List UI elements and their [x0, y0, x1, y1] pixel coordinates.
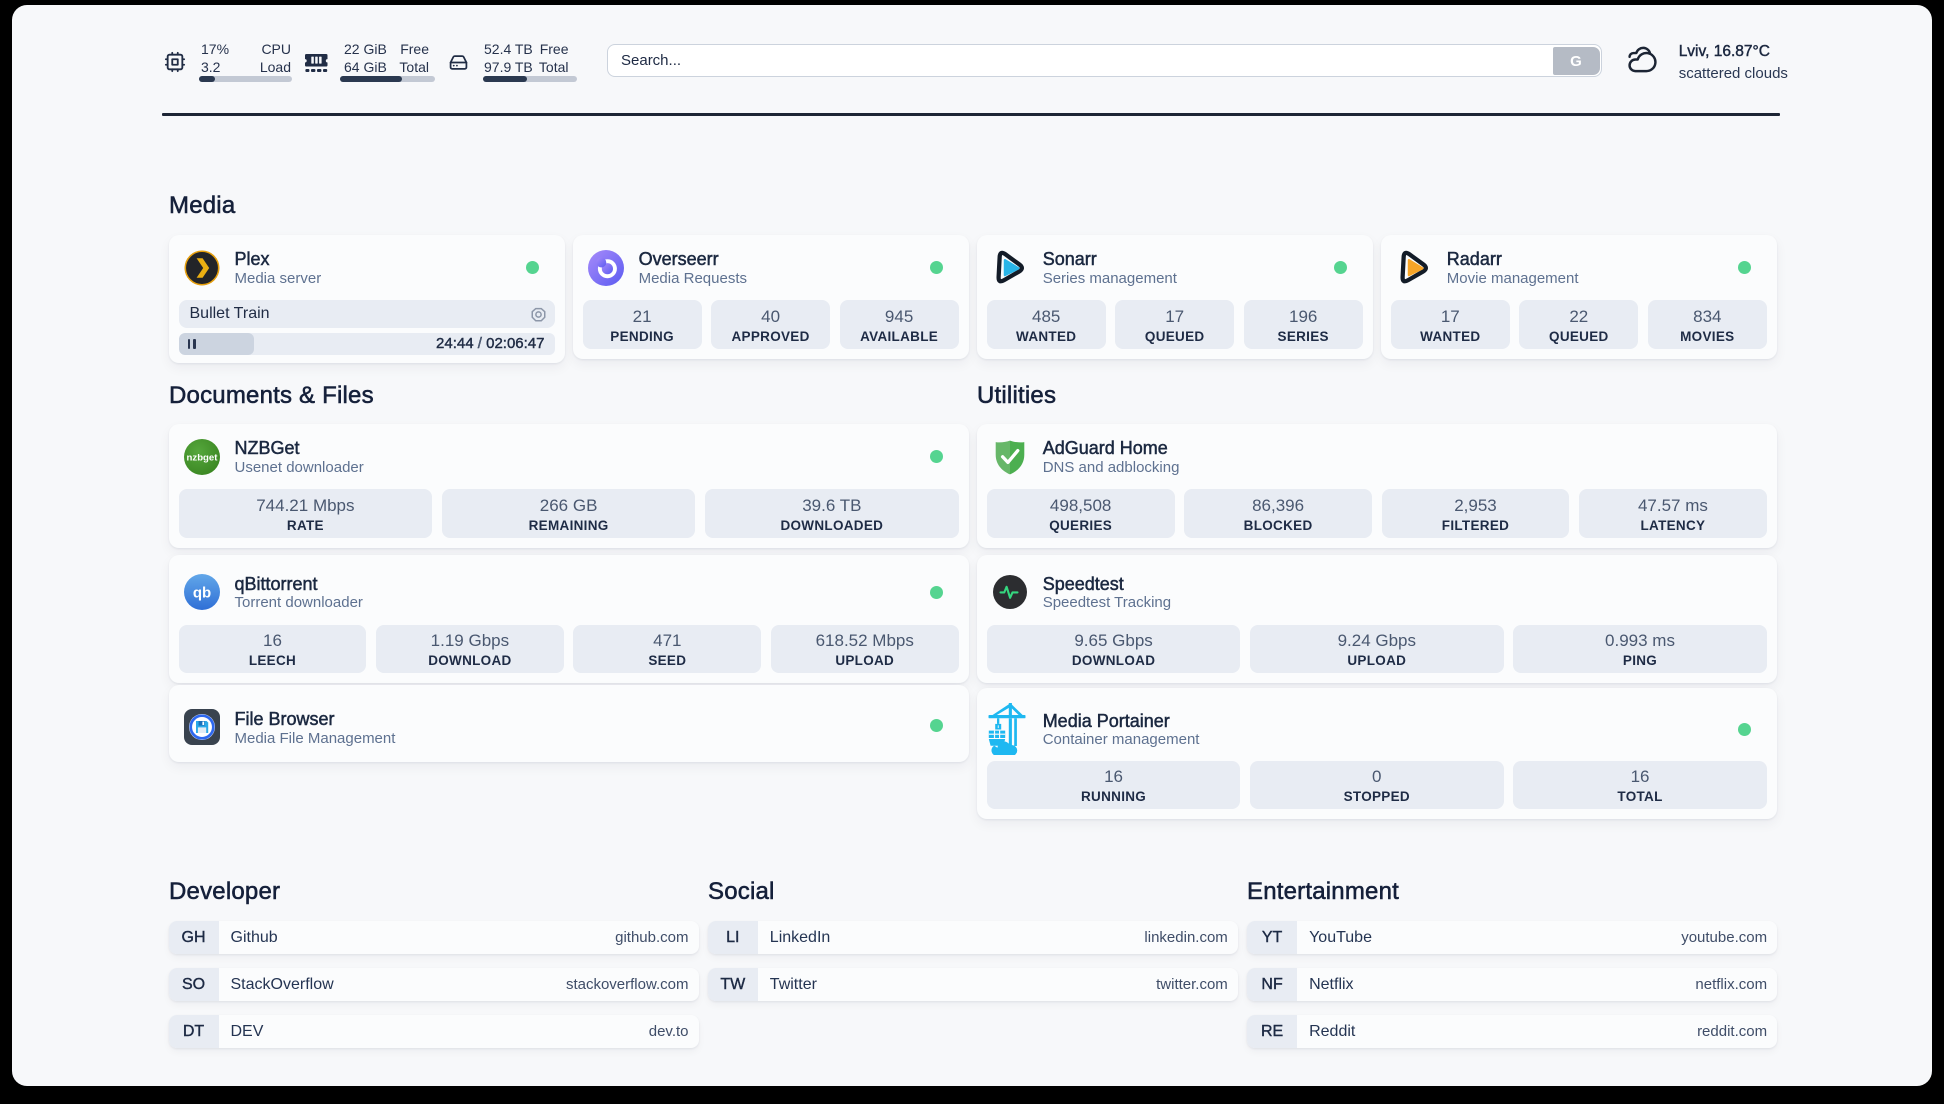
svg-text:nzbget: nzbget [186, 452, 218, 463]
svg-text:qb: qb [192, 585, 210, 602]
